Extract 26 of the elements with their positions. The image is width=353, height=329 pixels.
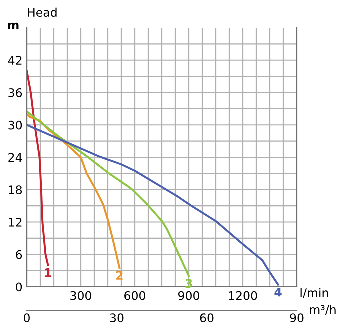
line-series (27, 113, 121, 270)
y-tick-label: 36 (8, 88, 22, 98)
series-label: 1 (45, 268, 52, 278)
y-tick-label: 30 (8, 120, 22, 130)
x-tick-label: 600 (124, 291, 146, 300)
series-label: 4 (274, 288, 282, 297)
line-series (27, 70, 50, 266)
x-axis-title: l/min (300, 288, 328, 298)
chart-title: Head (28, 8, 57, 18)
x2-tick-label: 30 (110, 314, 124, 323)
x-tick-label: 900 (178, 291, 200, 300)
y-tick-label: 0 (16, 282, 22, 292)
y-tick-label: 24 (8, 153, 22, 162)
y-tick-label: 6 (16, 250, 22, 260)
y-axis-title: m (8, 22, 19, 30)
series-label: 3 (186, 279, 192, 288)
x-tick-label: 300 (70, 291, 92, 300)
x2-tick-label: 90 (290, 314, 304, 323)
x2-tick-label: 60 (200, 314, 214, 323)
y-tick-label: 42 (8, 56, 22, 65)
y-tick-label: 12 (9, 218, 22, 227)
x2-axis-title: m³/h (310, 305, 336, 316)
x2-tick-label: 0 (24, 314, 30, 323)
x-tick-label: 1200 (229, 291, 258, 300)
y-tick-label: 18 (9, 186, 22, 195)
series-label: 2 (116, 271, 123, 280)
